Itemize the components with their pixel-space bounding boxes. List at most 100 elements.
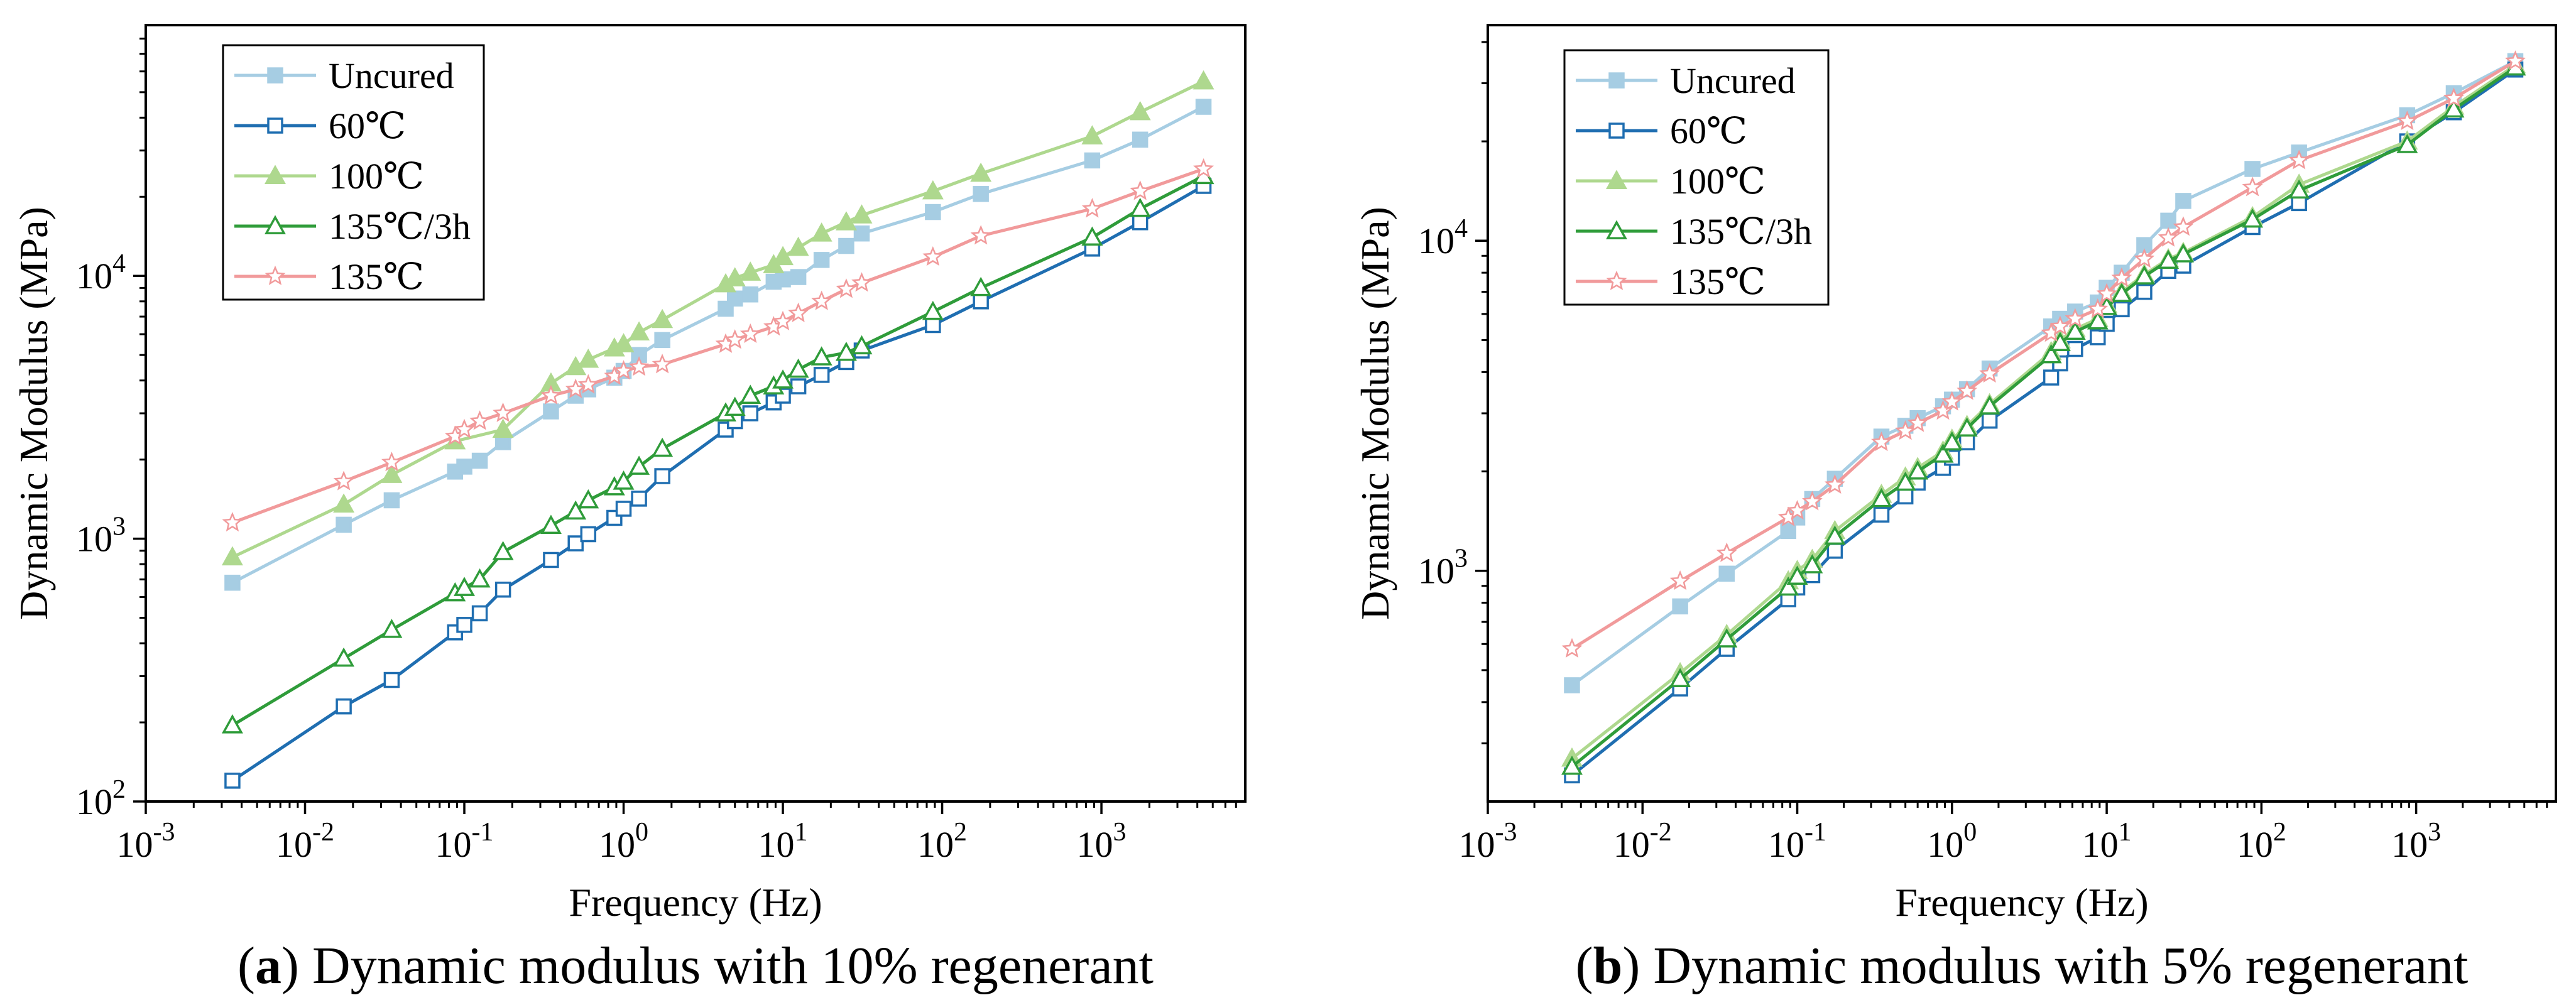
data-point	[724, 329, 746, 349]
data-point	[577, 374, 599, 394]
legend-box	[1563, 49, 1830, 306]
data-point	[469, 410, 490, 430]
data-point	[654, 332, 670, 349]
legend-label: Uncured	[1670, 60, 1796, 101]
panel-a: 10-3 10-2 10-1 100 101 102 103 102 103 104 Frequ…	[11, 24, 1247, 995]
data-point	[628, 455, 650, 475]
data-point	[1787, 499, 1808, 520]
data-point	[615, 501, 632, 517]
data-point	[1897, 488, 1914, 505]
data-point	[813, 367, 830, 383]
data-point	[2090, 329, 2106, 345]
data-point	[811, 290, 832, 310]
data-point	[1081, 125, 1103, 144]
series-layer-a	[221, 70, 1214, 789]
data-point	[1195, 99, 1212, 115]
data-point	[471, 452, 488, 469]
data-point	[922, 246, 944, 266]
caption-label-a: a	[255, 937, 281, 995]
x-tick-label: 10-1	[1768, 818, 1826, 865]
x-tick-label: 103	[1077, 818, 1127, 865]
data-point	[1192, 70, 1214, 90]
legend-label: Uncured	[329, 55, 454, 96]
data-point	[772, 246, 794, 266]
data-point	[835, 211, 857, 231]
data-point	[1669, 668, 1691, 687]
data-point	[1895, 420, 1916, 440]
data-point	[2288, 179, 2310, 199]
legend-label: 135℃/3h	[1670, 211, 1812, 252]
data-point	[1561, 638, 1583, 658]
data-point	[565, 378, 586, 398]
data-point	[383, 671, 400, 688]
data-point	[456, 617, 472, 633]
data-point	[2242, 177, 2263, 197]
data-point	[787, 236, 809, 256]
data-point	[2242, 208, 2264, 228]
data-point	[851, 272, 872, 292]
data-point	[543, 551, 559, 568]
x-tick-label: 101	[758, 818, 808, 865]
data-point	[1802, 491, 1823, 511]
series-layer-b	[1561, 50, 2526, 784]
data-point	[652, 308, 674, 329]
data-point	[2067, 340, 2083, 357]
data-point	[628, 356, 650, 376]
data-point	[1132, 214, 1149, 231]
legend-marker	[1608, 122, 1625, 139]
legend-marker	[265, 265, 286, 285]
x-tick-label: 103	[2391, 818, 2441, 865]
data-point	[1824, 474, 1845, 494]
data-point	[740, 261, 761, 281]
data-point	[1957, 380, 1978, 400]
legend-label: 135℃	[329, 256, 424, 297]
x-ticks-b: 10-3 10-2 10-1 100 101 102 103	[1459, 801, 2548, 865]
legend-marker	[265, 215, 286, 234]
data-point	[1826, 543, 1843, 559]
data-point	[925, 204, 941, 220]
data-point	[2443, 87, 2464, 107]
data-point	[2288, 149, 2310, 170]
data-point	[2244, 161, 2261, 177]
data-point	[1979, 362, 2000, 383]
legend-label: 135℃	[1670, 261, 1766, 302]
data-point	[1786, 565, 1808, 585]
data-point	[2049, 332, 2071, 351]
data-point	[2160, 212, 2176, 229]
data-point	[2133, 265, 2155, 285]
data-point	[2158, 249, 2180, 269]
data-point	[1777, 576, 1799, 596]
data-point	[835, 341, 857, 361]
data-point	[613, 360, 634, 380]
x-tick-label: 10-1	[435, 818, 494, 865]
data-point	[1132, 131, 1149, 148]
x-tick-label: 101	[2082, 818, 2132, 865]
series-line	[232, 167, 1204, 524]
data-point	[469, 568, 491, 588]
data-point	[1081, 198, 1103, 218]
data-point	[2175, 193, 2191, 209]
caption-text-b: Dynamic modulus with 5% regenerant	[1653, 937, 2468, 995]
data-point	[577, 348, 599, 368]
data-point	[1824, 525, 1846, 545]
data-point	[1956, 417, 1978, 437]
data-point	[540, 514, 562, 534]
data-point	[810, 346, 832, 366]
y-ticks-a: 102 103 104	[76, 37, 146, 822]
data-point	[2172, 243, 2194, 263]
data-point	[492, 418, 514, 438]
data-point	[1669, 570, 1691, 590]
data-point	[222, 511, 243, 532]
y-tick-label: 104	[76, 249, 126, 296]
legend-label: 135℃/3h	[329, 206, 471, 247]
legend-marker	[267, 67, 283, 84]
data-point	[1081, 226, 1103, 246]
data-point	[2134, 248, 2155, 268]
data-point	[2064, 320, 2086, 340]
data-point	[790, 269, 807, 285]
data-point	[1870, 487, 1892, 508]
series-line	[1571, 60, 2516, 651]
y-axis-title-a: Dynamic Modulus (MPa)	[11, 207, 56, 620]
data-point	[1894, 471, 1916, 491]
